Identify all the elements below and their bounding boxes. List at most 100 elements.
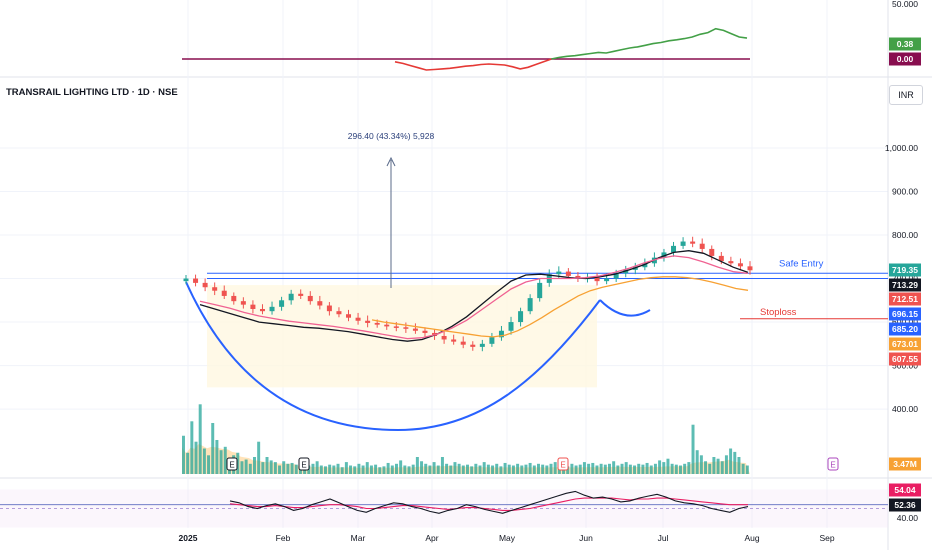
oscillator-line: [229, 490, 749, 514]
candle-body: [575, 275, 581, 279]
volume-bar: [649, 465, 653, 474]
volume-bar: [679, 465, 682, 474]
y-tick-label: 400.00: [892, 404, 918, 414]
cup-curve: [185, 281, 601, 432]
candle-body: [326, 305, 332, 312]
volume-bar: [357, 463, 361, 474]
volume-bar: [478, 465, 482, 474]
volume-tag-bg: [889, 457, 921, 471]
x-tick-label: Mar: [351, 533, 366, 543]
volume-bar: [390, 465, 394, 474]
indicator-axis-label: 50.000: [892, 0, 918, 9]
candle-body: [470, 344, 476, 347]
sma-mid-line: [199, 255, 749, 340]
candle-body: [642, 263, 648, 268]
volume-bar: [670, 463, 674, 474]
volume-bar: [257, 441, 261, 474]
candle-body: [412, 328, 418, 331]
candle-body: [298, 293, 304, 296]
candle-body: [193, 278, 199, 283]
oscillator-tag-value-bg: [889, 498, 921, 512]
osc-y-tick: 40.00: [897, 513, 919, 523]
volume-bar: [315, 461, 319, 474]
volume-bar: [637, 463, 641, 474]
volume-bar: [545, 465, 549, 474]
candle-body: [259, 309, 265, 312]
volume-bar: [704, 461, 708, 474]
volume-bar: [582, 462, 586, 474]
earnings-marker-label: E: [229, 461, 234, 470]
y-tick-label: 500.00: [892, 361, 918, 371]
volume-bar: [361, 465, 365, 474]
volume-bar: [524, 464, 528, 474]
candle-body: [250, 304, 256, 310]
volume-bar: [662, 462, 666, 474]
volume-bar: [278, 465, 282, 474]
volume-bar: [344, 462, 348, 474]
price-tag: 607.55: [892, 354, 918, 364]
candle-body: [518, 311, 524, 323]
volume-bar: [294, 464, 298, 474]
candle-body: [728, 261, 734, 264]
volume-bar: [737, 457, 741, 474]
volume-bar: [499, 466, 503, 474]
volume-bar: [253, 457, 256, 474]
volume-bar: [491, 465, 495, 474]
earnings-marker-label: E: [560, 461, 565, 470]
earnings-marker: [827, 457, 839, 471]
x-tick-label: Jul: [658, 533, 669, 543]
price-tag-bg: [889, 292, 921, 306]
volume-bar: [708, 463, 712, 474]
x-tick-label: Apr: [425, 533, 438, 543]
candle-body: [594, 277, 600, 282]
volume-bar: [720, 461, 724, 474]
axes: 400.00500.00600.00700.00800.00900.001,00…: [179, 0, 919, 543]
price-tag-bg: [889, 263, 921, 277]
volume-bar: [578, 464, 582, 474]
volume-bar: [566, 466, 570, 474]
volume-bar: [645, 462, 649, 474]
volume-bar: [382, 466, 386, 474]
volume-bar: [528, 462, 532, 474]
volume-bar: [328, 464, 332, 474]
volume-bar: [482, 462, 486, 474]
volume-bar: [244, 459, 248, 474]
candle-body: [451, 339, 457, 342]
candle-body: [718, 255, 724, 262]
candle-body: [671, 245, 677, 253]
earnings-marker-label: E: [301, 461, 306, 470]
volume-bar: [470, 466, 474, 474]
currency-button[interactable]: INR: [889, 85, 923, 105]
volume-bar: [699, 455, 703, 474]
volume-bar: [683, 463, 687, 474]
indicator-negative-line: [394, 58, 552, 71]
candle-body: [479, 343, 485, 347]
x-tick-label: Feb: [276, 533, 291, 543]
candle-body: [317, 301, 323, 306]
volume-bar: [269, 460, 273, 474]
volume-bar: [457, 463, 461, 474]
x-tick-label: May: [499, 533, 516, 543]
volume-bar: [319, 465, 323, 474]
measure-arrow-head: [386, 156, 396, 167]
handle-curve: [599, 299, 651, 317]
volume-bar: [495, 463, 499, 474]
oscillator-panel: [0, 489, 888, 528]
x-tick-label: Jun: [579, 533, 593, 543]
volume-bar: [474, 463, 478, 474]
volume-bar: [549, 463, 553, 474]
volume-bar: [223, 446, 227, 474]
oscillator-signal-line: [229, 497, 748, 511]
candle-body: [699, 243, 705, 249]
price-tag: 713.29: [892, 280, 918, 290]
volume-bar: [733, 451, 737, 474]
volume-bar: [486, 464, 490, 474]
volume-bar: [324, 466, 327, 474]
earnings-marker: [298, 457, 310, 471]
volume-bar: [574, 465, 578, 474]
volume-bar: [286, 463, 290, 474]
volume-bar: [378, 467, 382, 474]
candle-body: [709, 248, 715, 256]
oscillator-tag-value: 52.36: [894, 500, 916, 510]
